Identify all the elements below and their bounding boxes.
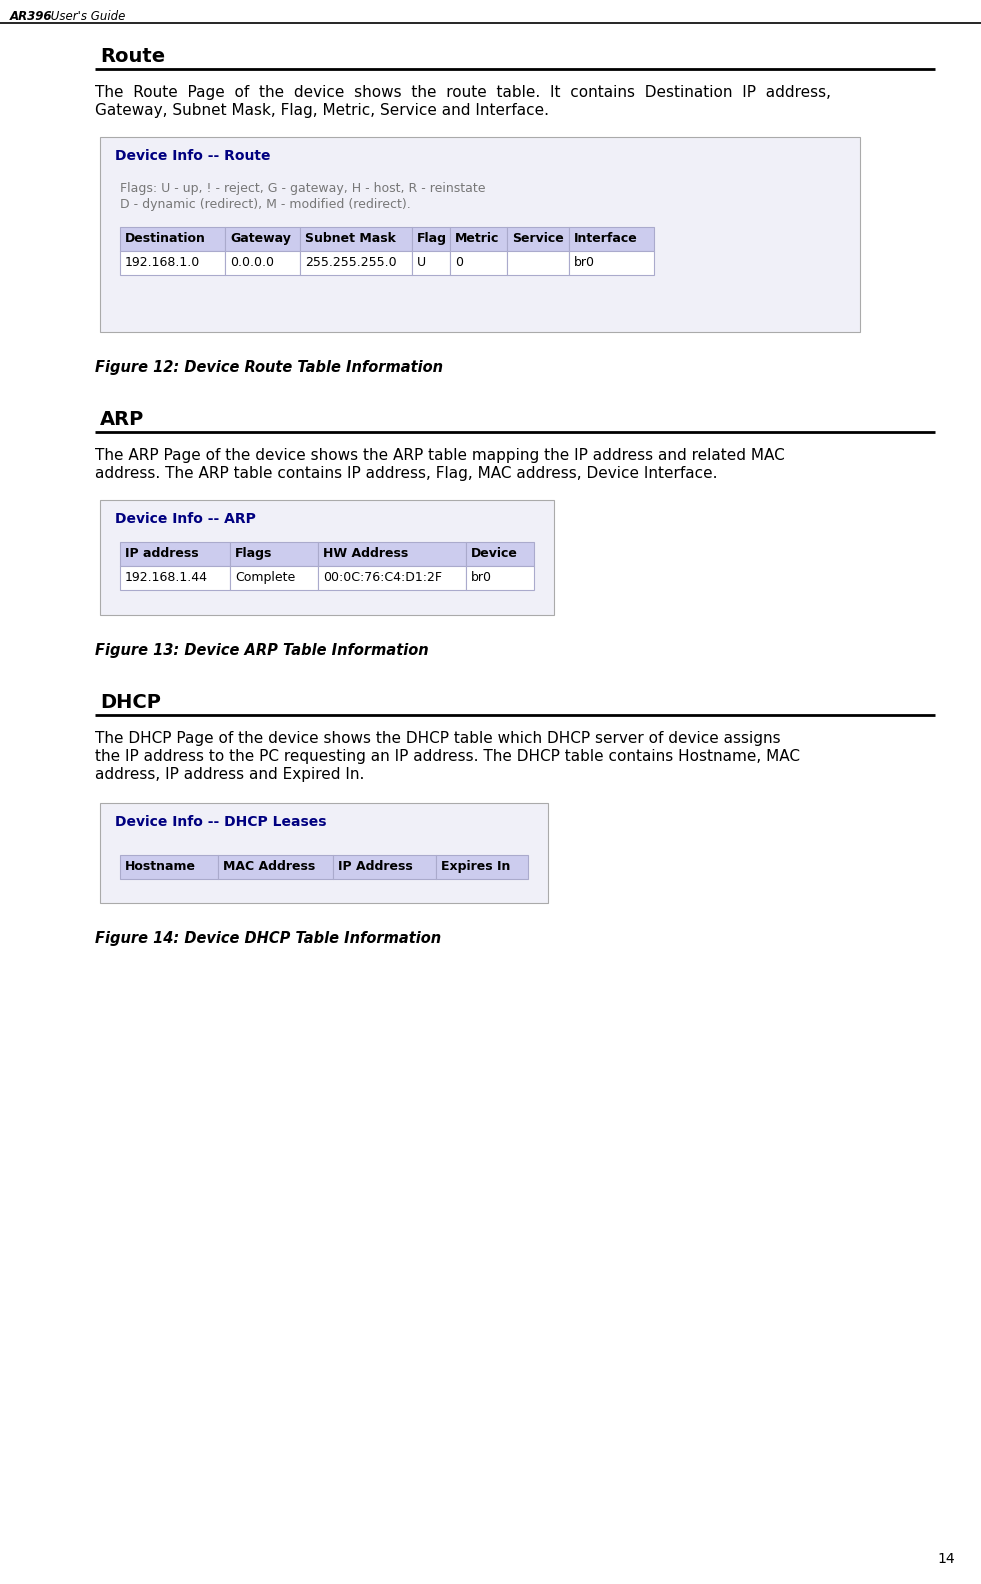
Bar bbox=[466, 542, 534, 565]
Text: IP address: IP address bbox=[125, 546, 198, 561]
Text: AR396: AR396 bbox=[10, 10, 53, 24]
Text: ARP: ARP bbox=[100, 410, 144, 429]
Text: Figure 12: Device Route Table Information: Figure 12: Device Route Table Informatio… bbox=[95, 360, 443, 375]
Bar bbox=[120, 565, 230, 589]
Text: Figure 13: Device ARP Table Information: Figure 13: Device ARP Table Information bbox=[95, 643, 429, 657]
Text: Gateway: Gateway bbox=[230, 231, 291, 246]
Text: 14: 14 bbox=[937, 1552, 955, 1567]
Text: Interface: Interface bbox=[574, 231, 638, 246]
Bar bbox=[100, 136, 860, 333]
Bar bbox=[225, 250, 300, 276]
Text: address, IP address and Expired In.: address, IP address and Expired In. bbox=[95, 767, 364, 782]
Bar bbox=[225, 227, 300, 250]
Bar bbox=[450, 250, 507, 276]
Text: Route: Route bbox=[100, 48, 165, 67]
Text: Subnet Mask: Subnet Mask bbox=[305, 231, 396, 246]
Text: Complete: Complete bbox=[235, 570, 295, 584]
Text: Device Info -- ARP: Device Info -- ARP bbox=[115, 512, 256, 526]
Bar bbox=[412, 227, 450, 250]
Text: Device Info -- DHCP Leases: Device Info -- DHCP Leases bbox=[115, 816, 327, 828]
Bar bbox=[569, 227, 654, 250]
Text: 0.0.0.0: 0.0.0.0 bbox=[230, 257, 274, 269]
Bar bbox=[333, 855, 436, 879]
Text: Flag: Flag bbox=[417, 231, 447, 246]
Bar bbox=[230, 565, 318, 589]
Text: the IP address to the PC requesting an IP address. The DHCP table contains Hostn: the IP address to the PC requesting an I… bbox=[95, 749, 800, 763]
Text: Metric: Metric bbox=[455, 231, 499, 246]
Text: address. The ARP table contains IP address, Flag, MAC address, Device Interface.: address. The ARP table contains IP addre… bbox=[95, 466, 717, 482]
Bar bbox=[569, 250, 654, 276]
Text: Device Info -- Route: Device Info -- Route bbox=[115, 149, 271, 163]
Bar bbox=[412, 250, 450, 276]
Bar bbox=[300, 227, 412, 250]
Bar bbox=[218, 855, 333, 879]
Text: Flags: Flags bbox=[235, 546, 273, 561]
Bar bbox=[318, 565, 466, 589]
Bar bbox=[507, 250, 569, 276]
Text: The  Route  Page  of  the  device  shows  the  route  table.  It  contains  Dest: The Route Page of the device shows the r… bbox=[95, 86, 831, 100]
Bar bbox=[318, 542, 466, 565]
Text: Expires In: Expires In bbox=[441, 860, 510, 873]
Text: 255.255.255.0: 255.255.255.0 bbox=[305, 257, 396, 269]
Bar bbox=[436, 855, 528, 879]
Text: Service: Service bbox=[512, 231, 564, 246]
Text: IP Address: IP Address bbox=[338, 860, 413, 873]
Text: The ARP Page of the device shows the ARP table mapping the IP address and relate: The ARP Page of the device shows the ARP… bbox=[95, 448, 785, 463]
Text: 00:0C:76:C4:D1:2F: 00:0C:76:C4:D1:2F bbox=[323, 570, 442, 584]
Bar bbox=[100, 501, 554, 615]
Text: Device: Device bbox=[471, 546, 518, 561]
Text: U: U bbox=[417, 257, 426, 269]
Bar bbox=[450, 227, 507, 250]
Text: The DHCP Page of the device shows the DHCP table which DHCP server of device ass: The DHCP Page of the device shows the DH… bbox=[95, 730, 781, 746]
Bar bbox=[120, 542, 230, 565]
Bar bbox=[300, 250, 412, 276]
Bar bbox=[120, 227, 225, 250]
Bar bbox=[507, 227, 569, 250]
Bar bbox=[466, 565, 534, 589]
Text: Flags: U - up, ! - reject, G - gateway, H - host, R - reinstate: Flags: U - up, ! - reject, G - gateway, … bbox=[120, 182, 486, 195]
Bar bbox=[120, 855, 218, 879]
Text: D - dynamic (redirect), M - modified (redirect).: D - dynamic (redirect), M - modified (re… bbox=[120, 198, 411, 211]
Text: br0: br0 bbox=[471, 570, 492, 584]
Text: 192.168.1.44: 192.168.1.44 bbox=[125, 570, 208, 584]
Text: DHCP: DHCP bbox=[100, 694, 161, 711]
Bar bbox=[120, 250, 225, 276]
Text: 192.168.1.0: 192.168.1.0 bbox=[125, 257, 200, 269]
Text: br0: br0 bbox=[574, 257, 595, 269]
Text: Destination: Destination bbox=[125, 231, 206, 246]
Text: Gateway, Subnet Mask, Flag, Metric, Service and Interface.: Gateway, Subnet Mask, Flag, Metric, Serv… bbox=[95, 103, 549, 117]
Bar bbox=[100, 803, 548, 903]
Text: User's Guide: User's Guide bbox=[47, 10, 126, 24]
Text: Figure 14: Device DHCP Table Information: Figure 14: Device DHCP Table Information bbox=[95, 931, 441, 946]
Text: HW Address: HW Address bbox=[323, 546, 408, 561]
Text: MAC Address: MAC Address bbox=[223, 860, 315, 873]
Bar bbox=[230, 542, 318, 565]
Text: 0: 0 bbox=[455, 257, 463, 269]
Text: Hostname: Hostname bbox=[125, 860, 196, 873]
